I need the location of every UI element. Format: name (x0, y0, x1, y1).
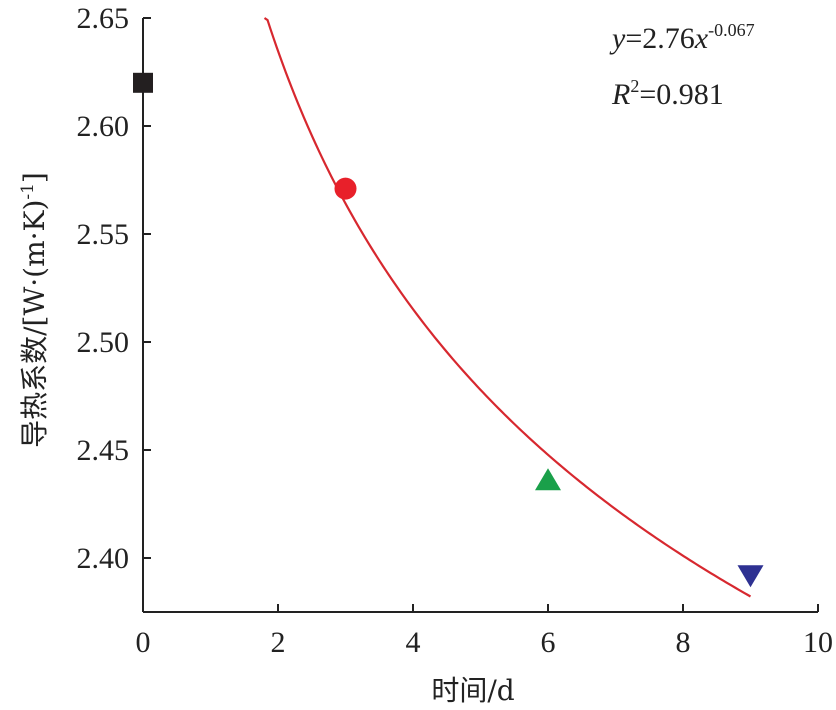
data-point-triangle-up (535, 468, 561, 491)
x-tick-label: 8 (676, 626, 691, 659)
x-tick-label: 6 (541, 626, 556, 659)
data-point-triangle-down (737, 565, 764, 588)
x-tick-label: 10 (803, 626, 833, 659)
data-point-square (133, 72, 153, 93)
fit-curve-layer (263, 17, 752, 598)
y-tick-label: 2.65 (77, 2, 130, 35)
data-points (133, 72, 764, 588)
y-tick-label: 2.60 (77, 110, 130, 143)
y-axis-title: 导热系数/[W·(m·K)-1] (18, 172, 51, 448)
y-tick-label: 2.45 (77, 434, 130, 467)
x-axis-title: 时间/d (431, 674, 514, 707)
y-tick-label: 2.55 (77, 218, 130, 251)
x-tick-label: 4 (406, 626, 421, 659)
fit-equation: y=2.76x-0.067 (609, 20, 755, 55)
r-squared: R2=0.981 (611, 76, 724, 111)
y-tick-label: 2.40 (77, 542, 130, 575)
y-tick-label: 2.50 (77, 326, 130, 359)
data-point-circle (334, 177, 357, 200)
axes: 0 2 4 6 8 10 2.40 2.45 2.50 2.55 2.60 2.65 (77, 2, 834, 659)
x-tick-label: 0 (136, 626, 151, 659)
x-tick-label: 2 (271, 626, 286, 659)
fit-curve (263, 17, 752, 598)
